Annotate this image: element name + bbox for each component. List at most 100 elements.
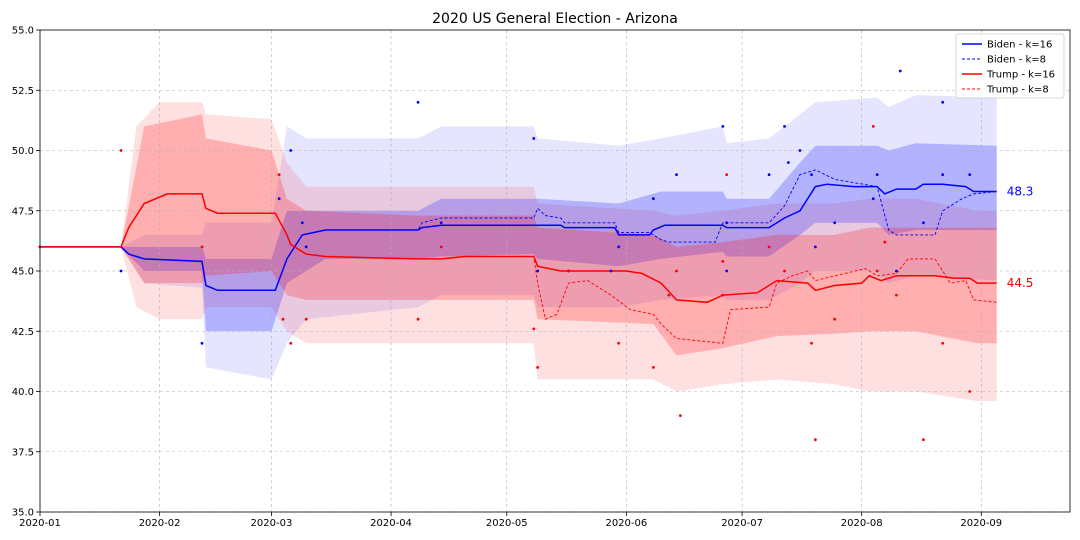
poll-point-biden-12	[609, 269, 613, 273]
poll-point-biden-33	[968, 173, 972, 177]
poll-point-trump-3	[277, 173, 281, 177]
poll-point-biden-15	[675, 173, 678, 177]
series-line-biden-k-8	[40, 169, 997, 291]
x-tick-label-5: 2020-06	[605, 518, 647, 529]
x-tick-label-2: 2020-03	[251, 518, 293, 529]
legend-label-2[interactable]: Trump - k=16	[986, 70, 1055, 81]
x-tick-label-8: 2020-09	[960, 518, 1002, 529]
x-tick-label-3: 2020-04	[370, 518, 412, 529]
poll-point-biden-9	[532, 137, 536, 140]
legend-box	[955, 33, 1065, 99]
poll-point-trump-28	[895, 293, 898, 297]
series-lines	[40, 169, 997, 344]
poll-point-biden-18	[725, 221, 729, 225]
poll-point-trump-25	[871, 125, 875, 128]
series-line-trump-k-8	[40, 193, 997, 344]
y-tick-label-0: 35.0	[12, 508, 34, 519]
poll-point-trump-17	[721, 259, 725, 263]
poll-point-trump-20	[767, 245, 771, 249]
poll-point-trump-14	[667, 293, 671, 297]
poll-point-trump-9	[532, 327, 536, 331]
band-outer-0	[40, 95, 997, 380]
poll-point-trump-12	[617, 341, 621, 345]
poll-point-biden-24	[813, 245, 817, 249]
poll-point-trump-4	[281, 317, 285, 321]
x-tick-label-7: 2020-08	[841, 518, 883, 529]
x-tick-label-1: 2020-02	[139, 518, 181, 529]
poll-point-trump-27	[883, 240, 887, 244]
x-tick-label-6: 2020-07	[721, 518, 763, 529]
legend-label-3[interactable]: Trump - k=8	[986, 85, 1049, 96]
poll-point-biden-22	[798, 149, 802, 152]
poll-point-biden-19	[767, 173, 771, 177]
poll-point-trump-22	[810, 341, 813, 345]
poll-point-biden-13	[617, 245, 621, 249]
y-tick-label-2: 40.0	[12, 387, 34, 398]
legend-label-1[interactable]: Biden - k=8	[987, 55, 1046, 66]
y-tick-label-6: 50.0	[12, 146, 34, 157]
poll-point-trump-7	[416, 317, 420, 321]
poll-point-biden-14	[651, 197, 655, 201]
y-tick-label-7: 52.5	[12, 86, 34, 97]
poll-point-trump-13	[651, 366, 655, 369]
x-tick-label-4: 2020-05	[486, 518, 528, 529]
poll-point-trump-19	[725, 173, 729, 177]
poll-point-trump-2	[200, 245, 204, 249]
poll-point-trump-1	[119, 149, 123, 152]
y-tick-label-3: 42.5	[12, 327, 34, 338]
poll-point-trump-24	[833, 317, 837, 321]
poll-point-biden-16	[721, 125, 725, 128]
poll-point-biden-2	[200, 341, 204, 345]
y-tick-label-4: 45.0	[12, 267, 34, 278]
poll-point-trump-6	[304, 317, 308, 321]
y-tick-label-5: 47.5	[12, 206, 34, 217]
poll-point-biden-29	[898, 69, 902, 73]
poll-point-biden-30	[922, 221, 925, 225]
poll-point-biden-7	[416, 100, 420, 104]
poll-point-trump-30	[941, 341, 945, 345]
poll-point-biden-8	[439, 221, 443, 225]
poll-point-biden-25	[833, 221, 837, 225]
poll-point-trump-11	[567, 269, 570, 273]
chart-title: 2020 US General Election - Arizona	[432, 11, 678, 27]
poll-point-biden-5	[300, 221, 304, 225]
band-outer-2	[40, 102, 997, 402]
poll-point-biden-23	[810, 173, 813, 177]
legend-label-0[interactable]: Biden - k=16	[987, 40, 1052, 51]
y-tick-label-8: 55.0	[12, 26, 34, 37]
axis-ticks: 2020-01 2020-02 2020-03 2020-04 2020-05 2020-…	[12, 26, 1002, 530]
confidence-bands	[40, 95, 997, 402]
poll-point-biden-3	[277, 197, 281, 201]
poll-point-trump-5	[289, 341, 293, 345]
poll-point-biden-27	[875, 173, 879, 177]
end-label-1: 44.5	[1007, 276, 1034, 290]
end-label-0: 48.3	[1007, 184, 1034, 198]
poll-point-biden-10	[536, 269, 540, 273]
poll-point-biden-21	[786, 161, 790, 164]
poll-point-trump-15	[675, 269, 678, 273]
y-tick-label-1: 37.5	[12, 447, 34, 458]
poll-point-biden-28	[895, 269, 898, 273]
poll-point-trump-16	[678, 414, 682, 417]
poll-points	[38, 69, 972, 442]
band-inner-0	[40, 143, 997, 332]
poll-point-biden-31	[941, 173, 945, 177]
poll-point-trump-21	[783, 269, 786, 273]
poll-point-trump-29	[922, 438, 925, 442]
poll-point-trump-18	[721, 293, 725, 297]
poll-point-trump-10	[536, 366, 540, 369]
poll-point-biden-26	[871, 197, 875, 201]
legend[interactable]: Biden - k=16 Biden - k=8 Trump - k=16 Trump…	[955, 33, 1065, 99]
poll-point-biden-4	[289, 149, 293, 152]
poll-point-trump-8	[439, 245, 443, 249]
x-tick-label-0: 2020-01	[19, 518, 61, 529]
end-labels: 48.3 44.5	[1007, 184, 1034, 290]
poll-point-biden-1	[119, 269, 123, 273]
poll-point-trump-23	[813, 438, 817, 442]
poll-point-trump-31	[968, 390, 972, 393]
poll-point-biden-17	[725, 269, 729, 273]
poll-point-biden-32	[941, 100, 945, 104]
poll-point-biden-20	[783, 125, 786, 128]
poll-point-biden-6	[304, 245, 308, 249]
